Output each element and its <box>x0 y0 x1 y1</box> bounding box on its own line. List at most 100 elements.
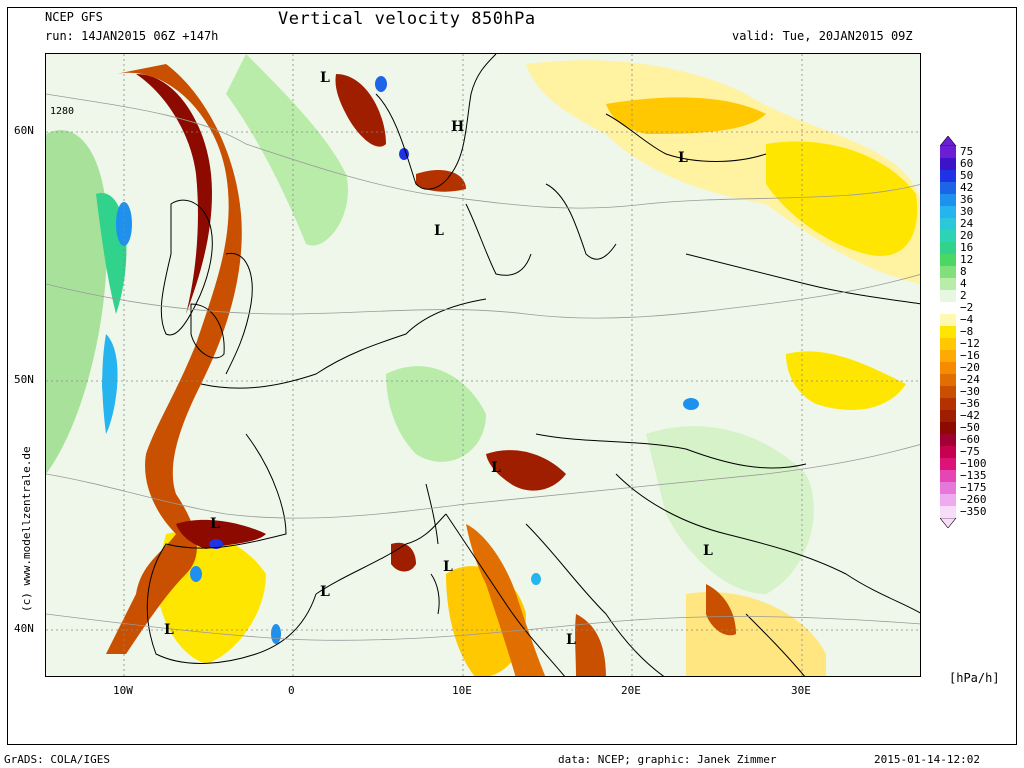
legend-swatch <box>940 494 956 506</box>
legend-top-triangle <box>940 136 957 146</box>
legend-swatch <box>940 242 956 254</box>
legend-label: 75 <box>960 145 974 158</box>
legend-swatch <box>940 158 956 170</box>
legend-unit: [hPa/h] <box>949 671 1000 685</box>
corsica-low-marker: L <box>443 559 453 575</box>
legend-swatch <box>940 446 956 458</box>
legend-swatch <box>940 266 956 278</box>
legend-swatch <box>940 290 956 302</box>
lon-label-30e: 30E <box>791 684 811 697</box>
legend-bottom-triangle <box>940 518 957 528</box>
legend-swatch <box>940 302 956 314</box>
map-panel: 1280 L H L L L L L L L L L <box>45 53 921 677</box>
height-contours <box>46 93 920 641</box>
legend-swatch <box>940 482 956 494</box>
biscay-low-marker: L <box>210 516 220 532</box>
legend-label: −60 <box>960 433 980 446</box>
balkan-low-marker: L <box>703 543 713 559</box>
legend-swatch <box>940 458 956 470</box>
legend-swatch <box>940 410 956 422</box>
legend-swatch <box>940 314 956 326</box>
legend-label: −42 <box>960 409 980 422</box>
norway-high-marker: H <box>451 119 465 135</box>
legend-label: 42 <box>960 181 974 194</box>
legend-label: 2 <box>960 289 967 302</box>
legend-label: −12 <box>960 337 980 350</box>
legend-label: 4 <box>960 277 967 290</box>
legend-swatch <box>940 422 956 434</box>
legend-label: 8 <box>960 265 967 278</box>
contour-label: 1280 <box>50 106 75 117</box>
legend-label: 24 <box>960 217 974 230</box>
legend-swatch <box>940 470 956 482</box>
figure-frame <box>7 7 1017 745</box>
legend-label: −20 <box>960 361 980 374</box>
legend-label: −50 <box>960 421 980 434</box>
legend-label: −36 <box>960 397 980 410</box>
map-canvas <box>46 54 920 676</box>
legend-swatch <box>940 230 956 242</box>
iberia-low-marker: L <box>164 622 174 638</box>
calabria-low-marker: L <box>566 632 576 648</box>
finland-low-marker: L <box>678 150 688 166</box>
footer-credits: data: NCEP; graphic: Janek Zimmer <box>558 753 777 766</box>
watermark: (c) www.modellzentrale.de <box>20 446 33 612</box>
legend-label: 60 <box>960 157 974 170</box>
model-name: NCEP GFS <box>45 10 103 24</box>
legend-swatch <box>940 506 956 518</box>
legend-label: −350 <box>960 505 987 518</box>
run-time: run: 14JAN2015 06Z +147h <box>45 29 219 43</box>
legend-label: 20 <box>960 229 974 242</box>
legend-swatch <box>940 218 956 230</box>
denmark-low-marker: L <box>434 223 444 239</box>
legend-label: −135 <box>960 469 987 482</box>
legend-label: −24 <box>960 373 980 386</box>
footer-software: GrADS: COLA/IGES <box>4 753 110 766</box>
legend-swatch <box>940 170 956 182</box>
legend-swatch <box>940 386 956 398</box>
legend-label: 30 <box>960 205 974 218</box>
legend-swatch <box>940 326 956 338</box>
legend-label: −16 <box>960 349 980 362</box>
lat-label-50n: 50N <box>14 373 34 386</box>
lon-label-10w: 10W <box>113 684 133 697</box>
map-title: Vertical velocity 850hPa <box>278 9 536 29</box>
legend-label: −175 <box>960 481 987 494</box>
legend-label: 16 <box>960 241 974 254</box>
legend-swatch <box>940 350 956 362</box>
descent-bands <box>106 64 736 676</box>
legend-swatch <box>940 362 956 374</box>
legend-swatch <box>940 434 956 446</box>
balearic-low-marker: L <box>320 584 330 600</box>
valid-time: valid: Tue, 20JAN2015 09Z <box>732 29 913 43</box>
field-patches <box>46 54 920 676</box>
legend-label: −4 <box>960 313 974 326</box>
legend-label: 50 <box>960 169 974 182</box>
graticule <box>46 54 920 676</box>
legend-label: −75 <box>960 445 980 458</box>
legend-swatch <box>940 194 956 206</box>
lon-label-10e: 10E <box>452 684 472 697</box>
legend-label: −100 <box>960 457 987 470</box>
footer-timestamp: 2015-01-14-12:02 <box>874 753 980 766</box>
lon-label-0: 0 <box>288 684 295 697</box>
alps-low-marker: L <box>491 460 501 476</box>
coastlines <box>146 54 920 676</box>
lat-label-60n: 60N <box>14 124 34 137</box>
legend-swatch <box>940 374 956 386</box>
legend-label: −8 <box>960 325 974 338</box>
legend-swatch <box>940 398 956 410</box>
north-sea-low-marker: L <box>320 70 330 86</box>
lat-label-40n: 40N <box>14 622 34 635</box>
legend-label: −30 <box>960 385 980 398</box>
legend-swatch <box>940 254 956 266</box>
legend-swatch <box>940 182 956 194</box>
legend-label: 12 <box>960 253 974 266</box>
legend-label: −2 <box>960 301 974 314</box>
legend-swatch <box>940 338 956 350</box>
legend-label: 36 <box>960 193 974 206</box>
legend-swatch <box>940 146 956 158</box>
lon-label-20e: 20E <box>621 684 641 697</box>
legend-swatch <box>940 206 956 218</box>
legend-swatch <box>940 278 956 290</box>
